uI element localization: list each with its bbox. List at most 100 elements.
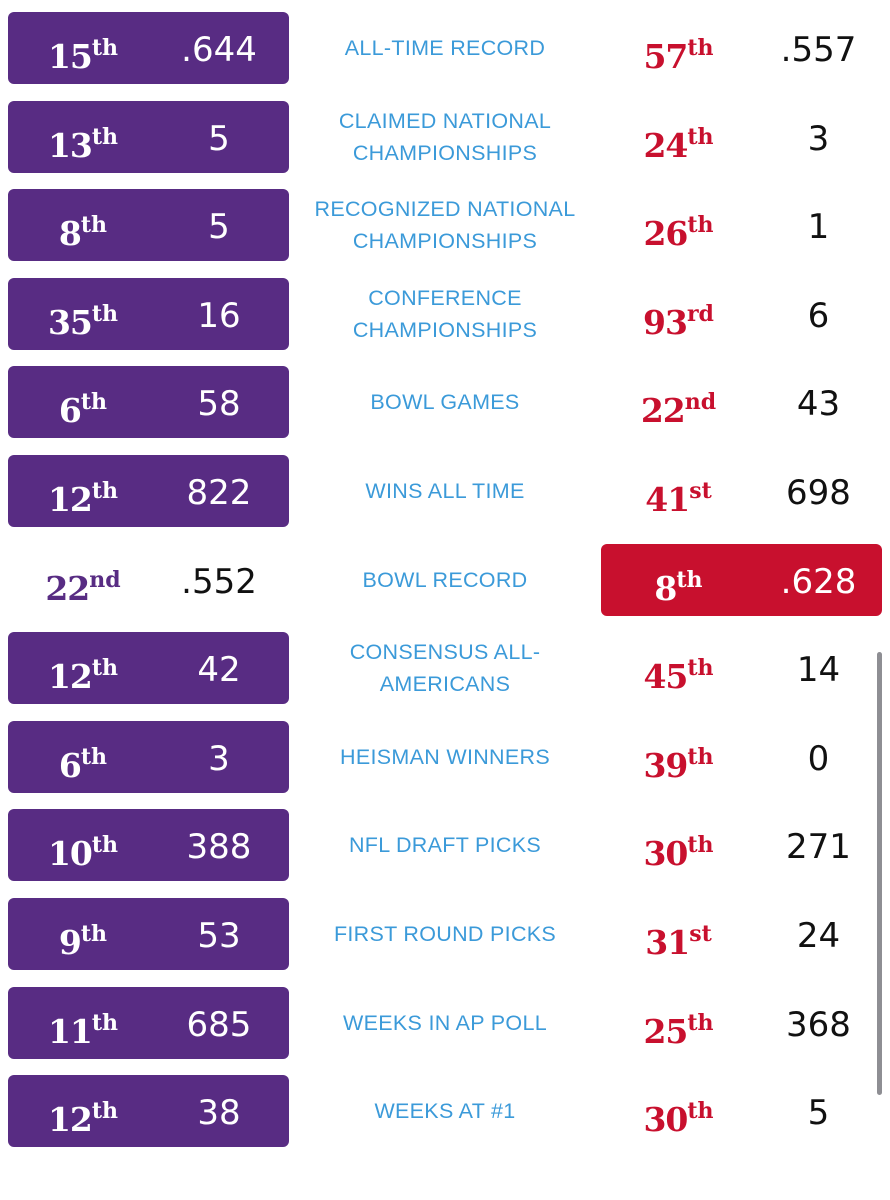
table-row: 6th 3 HEISMAN WINNERS 39th 0: [0, 721, 890, 793]
left-value: 42: [197, 650, 241, 690]
stat-label: CONFERENCE CHAMPIONSHIPS: [352, 286, 538, 342]
rank-suffix: st: [689, 478, 712, 504]
rank-number: 57: [643, 37, 688, 76]
left-team-cell: 12th 822: [8, 455, 289, 527]
right-value: 1: [807, 207, 830, 247]
right-team-cell: 39th 0: [601, 721, 882, 793]
right-rank: 24th: [601, 117, 756, 166]
right-team-cell: 30th 5: [601, 1075, 882, 1147]
stat-label: BOWL GAMES: [370, 390, 520, 414]
right-rank: 8th: [601, 560, 756, 609]
rank-number: 31: [645, 923, 690, 962]
right-rank: 45th: [601, 648, 756, 697]
left-team-cell: 9th 53: [8, 898, 289, 970]
rank-suffix: th: [687, 655, 714, 681]
left-team-cell: 12th 42: [8, 632, 289, 704]
rank-number: 8: [654, 569, 677, 608]
right-rank: 57th: [601, 28, 756, 77]
rank-number: 9: [58, 923, 82, 962]
rank-suffix: th: [91, 655, 119, 681]
left-rank: 13th: [8, 117, 158, 166]
rank-number: 25: [643, 1012, 688, 1051]
right-team-cell: 57th .557: [601, 12, 882, 84]
left-team-cell: 10th 388: [8, 809, 289, 881]
rank-number: 11: [47, 1012, 93, 1051]
stat-label: RECOGNIZED NATIONAL CHAMPIONSHIPS: [314, 197, 576, 253]
left-team-cell: 13th 5: [8, 101, 289, 173]
rank-number: 6: [58, 746, 82, 785]
rank-suffix: th: [91, 124, 119, 150]
rank-number: 12: [47, 1100, 93, 1139]
left-value: 3: [208, 739, 230, 779]
rank-number: 15: [47, 37, 93, 76]
left-rank: 6th: [8, 737, 158, 786]
right-team-cell: 45th 14: [601, 632, 882, 704]
left-value: 685: [186, 1005, 252, 1045]
right-value: 0: [807, 739, 830, 779]
right-rank: 31st: [601, 914, 756, 963]
left-rank: 12th: [8, 648, 158, 697]
rank-suffix: th: [91, 1010, 119, 1036]
right-rank: 30th: [601, 1091, 756, 1140]
stat-label: HEISMAN WINNERS: [340, 745, 550, 769]
right-team-cell: 22nd 43: [601, 366, 882, 438]
left-rank: 22nd: [8, 560, 158, 609]
rank-number: 41: [645, 480, 690, 519]
rank-suffix: th: [687, 1010, 714, 1036]
rank-suffix: th: [687, 35, 714, 61]
rank-suffix: th: [91, 301, 119, 327]
rank-number: 93: [643, 303, 688, 342]
rank-number: 10: [47, 834, 93, 873]
rank-suffix: th: [80, 744, 108, 770]
table-row: 12th 42 CONSENSUS ALL-AMERICANS 45th 14: [0, 632, 890, 704]
table-row: 8th 5 RECOGNIZED NATIONAL CHAMPIONSHIPS 26t…: [0, 189, 890, 261]
table-row: 22nd .552 BOWL RECORD 8th .628: [0, 544, 890, 616]
left-team-cell: 12th 38: [8, 1075, 289, 1147]
right-value: .557: [780, 30, 857, 70]
left-team-cell: 6th 58: [8, 366, 289, 438]
rank-suffix: th: [91, 832, 119, 858]
rank-suffix: th: [676, 567, 703, 593]
rank-suffix: th: [687, 1098, 714, 1124]
table-row: 12th 38 WEEKS AT #1 30th 5: [0, 1075, 890, 1147]
rank-suffix: rd: [686, 301, 714, 327]
table-row: 9th 53 FIRST ROUND PICKS 31st 24: [0, 898, 890, 970]
stat-label: CONSENSUS ALL-AMERICANS: [349, 640, 541, 696]
rank-suffix: th: [687, 212, 714, 238]
table-row: 12th 822 WINS ALL TIME 41st 698: [0, 455, 890, 527]
rank-suffix: nd: [684, 389, 717, 415]
rank-suffix: th: [91, 478, 119, 504]
rank-number: 12: [47, 480, 93, 519]
left-rank: 15th: [8, 28, 158, 77]
table-row: 15th .644 ALL-TIME RECORD 57th .557: [0, 12, 890, 84]
right-value: 5: [807, 1093, 830, 1133]
right-team-cell: 25th 368: [601, 987, 882, 1059]
right-team-cell: 31st 24: [601, 898, 882, 970]
right-value: 368: [786, 1005, 851, 1045]
right-rank: 39th: [601, 737, 756, 786]
rank-suffix: st: [689, 921, 712, 947]
table-row: 10th 388 NFL DRAFT PICKS 30th 271: [0, 809, 890, 881]
rank-number: 30: [643, 834, 688, 873]
rank-suffix: th: [91, 1098, 119, 1124]
table-row: 35th 16 CONFERENCE CHAMPIONSHIPS 93rd 6: [0, 278, 890, 350]
rank-number: 22: [45, 569, 90, 608]
table-row: 11th 685 WEEKS IN AP POLL 25th 368: [0, 987, 890, 1059]
rank-suffix: th: [687, 124, 714, 150]
left-value: 58: [197, 384, 241, 424]
rank-suffix: th: [91, 35, 119, 61]
rank-suffix: th: [687, 744, 714, 770]
right-rank: 22nd: [601, 382, 756, 431]
left-team-cell: 22nd .552: [8, 544, 289, 616]
left-rank: 12th: [8, 471, 158, 520]
rank-number: 35: [47, 303, 93, 342]
right-team-cell: 24th 3: [601, 101, 882, 173]
left-value: 5: [208, 207, 230, 247]
stat-label: WEEKS IN AP POLL: [343, 1011, 547, 1035]
table-row: 13th 5 CLAIMED NATIONAL CHAMPIONSHIPS 24th 3: [0, 101, 890, 173]
left-team-cell: 8th 5: [8, 189, 289, 261]
scrollbar[interactable]: [877, 652, 882, 1095]
stat-label: FIRST ROUND PICKS: [333, 922, 557, 946]
rank-number: 12: [47, 657, 93, 696]
left-rank: 35th: [8, 294, 158, 343]
